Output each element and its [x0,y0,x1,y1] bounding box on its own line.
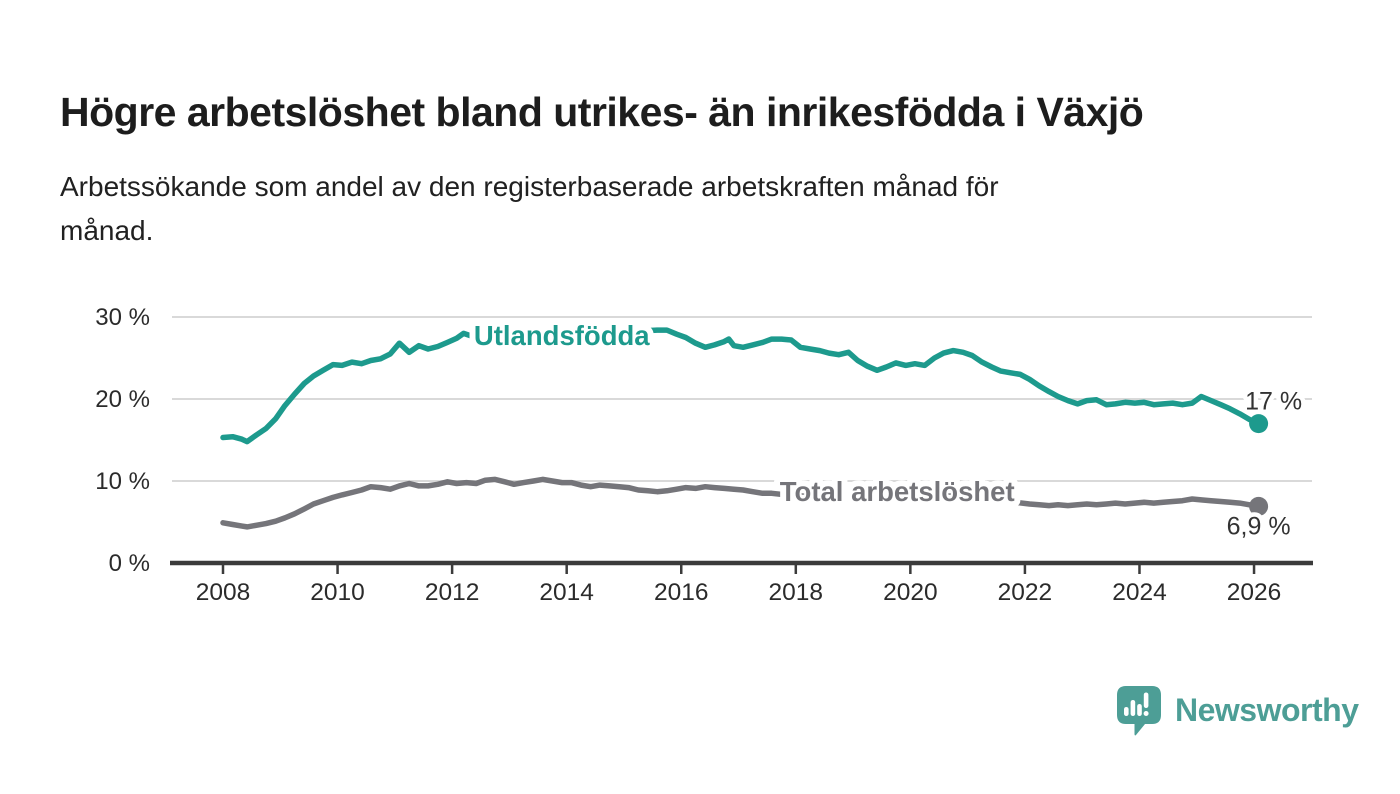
x-tick-label-2020: 2020 [883,579,938,606]
logo-bar-3 [1137,704,1142,716]
y-tick-label: 10 % [95,468,150,495]
newsworthy-logo: Newsworthy [1115,684,1359,737]
x-tick-label-2018: 2018 [769,579,824,606]
chart-subtitle: Arbetssökande som andel av den registerb… [60,165,1340,253]
utlandsfodda-end-dot [1249,414,1269,434]
x-tick-label-2026: 2026 [1227,579,1282,606]
x-tick-label-2014: 2014 [539,579,594,606]
newsworthy-logo-icon [1117,686,1161,736]
y-tick-label: 30 % [95,304,150,331]
total-arbetsloshet-series-label: Total arbetslöshet [780,476,1015,507]
logo-bar-2 [1130,700,1136,716]
utlandsfodda-line [220,327,1262,445]
x-tick-label-2008: 2008 [196,579,251,606]
logo-exclamation-bar [1143,692,1149,708]
x-tick-label-2016: 2016 [654,579,709,606]
page-title: Högre arbetslöshet bland utrikes- än inr… [60,89,1144,136]
x-tick-label-2024: 2024 [1112,579,1167,606]
x-tick-label-2022: 2022 [998,579,1053,606]
chart-subtitle-line-1: Arbetssökande som andel av den registerb… [60,171,999,202]
utlandsfodda-end-value-label: 17 % [1245,388,1302,416]
y-tick-label: 0 % [109,550,150,577]
total-arbetsloshet-end-dot [1249,496,1269,516]
logo-bar-1 [1124,707,1129,716]
utlandsfodda-series-label: Utlandsfödda [474,320,650,351]
logo-exclamation-dot [1143,711,1149,716]
newsworthy-logo-text: Newsworthy [1175,692,1359,728]
total-arbetsloshet-line [220,476,1262,530]
y-tick-label: 20 % [95,386,150,413]
chart-subtitle-line-2: månad. [60,215,154,246]
x-tick-label-2010: 2010 [310,579,365,606]
total-arbetsloshet-end-value-label: 6,9 % [1227,512,1291,540]
x-tick-label-2012: 2012 [425,579,480,606]
